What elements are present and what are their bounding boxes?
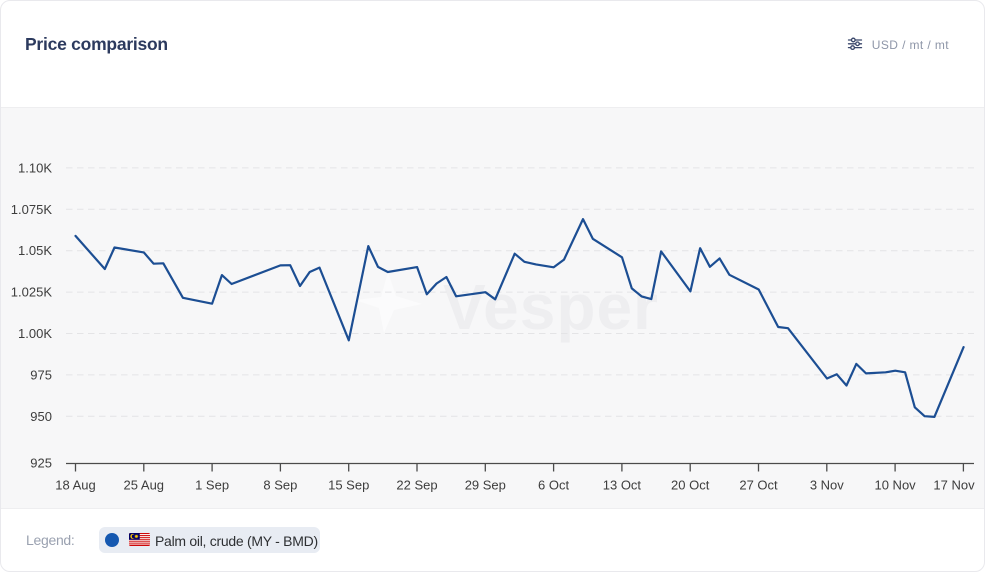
svg-text:1.025K: 1.025K bbox=[11, 285, 53, 300]
svg-text:27 Oct: 27 Oct bbox=[739, 478, 778, 493]
svg-text:6 Oct: 6 Oct bbox=[538, 478, 569, 493]
svg-text:1.10K: 1.10K bbox=[18, 160, 52, 175]
svg-text:15 Sep: 15 Sep bbox=[328, 478, 369, 493]
svg-text:17 Nov: 17 Nov bbox=[933, 478, 975, 493]
svg-text:Vesper: Vesper bbox=[443, 271, 659, 343]
svg-text:975: 975 bbox=[30, 367, 52, 382]
svg-text:925: 925 bbox=[30, 456, 52, 471]
svg-text:1.05K: 1.05K bbox=[18, 243, 52, 258]
svg-text:950: 950 bbox=[30, 409, 52, 424]
svg-text:29 Sep: 29 Sep bbox=[465, 478, 506, 493]
svg-text:8 Sep: 8 Sep bbox=[263, 478, 297, 493]
svg-text:3 Nov: 3 Nov bbox=[810, 478, 844, 493]
svg-text:18 Aug: 18 Aug bbox=[55, 478, 96, 493]
svg-text:13 Oct: 13 Oct bbox=[603, 478, 642, 493]
svg-text:25 Aug: 25 Aug bbox=[124, 478, 165, 493]
svg-text:20 Oct: 20 Oct bbox=[671, 478, 710, 493]
svg-text:10 Nov: 10 Nov bbox=[874, 478, 916, 493]
svg-text:1 Sep: 1 Sep bbox=[195, 478, 229, 493]
svg-text:1.075K: 1.075K bbox=[11, 202, 53, 217]
svg-text:22 Sep: 22 Sep bbox=[396, 478, 437, 493]
svg-text:1.00K: 1.00K bbox=[18, 326, 52, 341]
